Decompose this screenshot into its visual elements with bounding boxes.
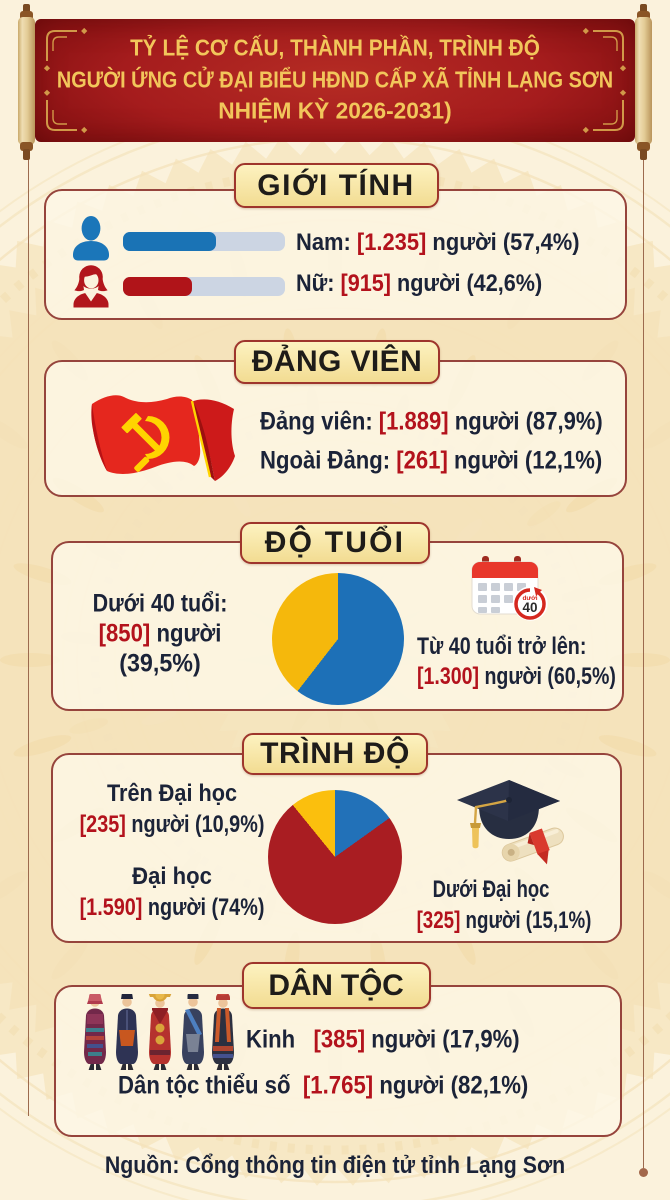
svg-text:dưới: dưới: [522, 595, 537, 602]
svg-text:40: 40: [522, 600, 537, 615]
